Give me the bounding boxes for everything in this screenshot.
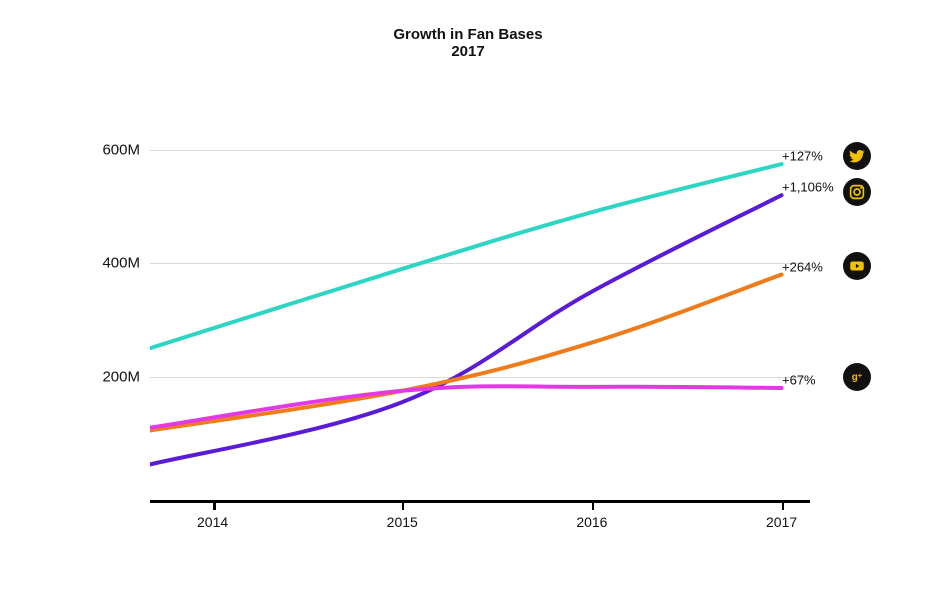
x-tick-mark [592,500,594,510]
chart-container: Growth in Fan Bases 2017 200M400M600M201… [0,0,936,593]
gridline [150,150,810,151]
plot-area: 200M400M600M2014201520162017+127%+1,106%… [150,130,810,490]
x-tick-mark [402,500,404,510]
gridline [150,377,810,378]
gridline [150,263,810,264]
chart-title-line2: 2017 [451,43,484,60]
x-tick-label: 2016 [576,514,607,530]
series-twitter [150,164,782,348]
y-tick-label: 400M [102,255,150,272]
x-tick-mark [782,500,784,510]
series-youtube [150,275,782,431]
chart-title-line1: Growth in Fan Bases [393,26,542,43]
instagram-icon [843,178,871,206]
x-tick-label: 2017 [766,514,797,530]
pct-label-instagram: +1,106% [782,180,834,195]
gplus-icon: g+ [843,363,871,391]
x-axis [150,500,810,503]
y-tick-label: 600M [102,141,150,158]
series-instagram [150,195,782,464]
y-tick-label: 200M [102,368,150,385]
twitter-icon [843,142,871,170]
svg-text:g: g [852,372,858,383]
pct-label-youtube: +264% [782,259,823,274]
series-gplus [150,386,782,427]
chart-title: Growth in Fan Bases 2017 [0,26,936,61]
x-tick-label: 2015 [387,514,418,530]
x-tick-label: 2014 [197,514,228,530]
youtube-icon [843,252,871,280]
x-tick-mark [213,500,216,510]
svg-text:+: + [858,370,863,379]
pct-label-gplus: +67% [782,372,816,387]
pct-label-twitter: +127% [782,149,823,164]
series-lines [150,130,810,490]
